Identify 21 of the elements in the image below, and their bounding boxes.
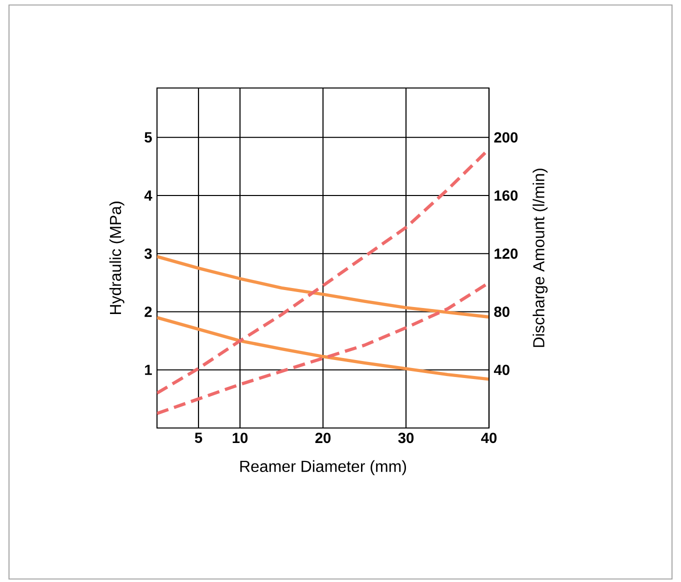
line-series bbox=[157, 316, 490, 381]
y2-tick-label: 80 bbox=[494, 306, 510, 317]
y-tick-label: 5 bbox=[144, 132, 152, 143]
x-tick-label: 40 bbox=[481, 432, 497, 444]
x-axis-title: Reamer Diameter (mm) bbox=[240, 460, 406, 476]
y-tick-label: 4 bbox=[144, 190, 152, 201]
x-tick-label: 10 bbox=[232, 432, 248, 444]
x-tick-label: 5 bbox=[194, 432, 202, 443]
x-tick-label: 20 bbox=[315, 432, 331, 444]
y2-tick-label: 160 bbox=[494, 190, 518, 201]
x-tick-label: 30 bbox=[398, 432, 414, 444]
y2-tick-label: 40 bbox=[494, 364, 510, 376]
line-series bbox=[157, 281, 490, 416]
y-tick-label: 1 bbox=[145, 364, 152, 375]
y2-axis-title: Discharge Amount (l/min) bbox=[532, 168, 548, 347]
y2-tick-label: 200 bbox=[494, 132, 518, 143]
y2-tick-label: 120 bbox=[494, 248, 518, 259]
y-axis-title: Hydraulic (MPa) bbox=[109, 202, 124, 314]
line-series bbox=[157, 254, 490, 319]
y-tick-label: 2 bbox=[144, 306, 152, 317]
y-tick-label: 3 bbox=[144, 248, 152, 259]
